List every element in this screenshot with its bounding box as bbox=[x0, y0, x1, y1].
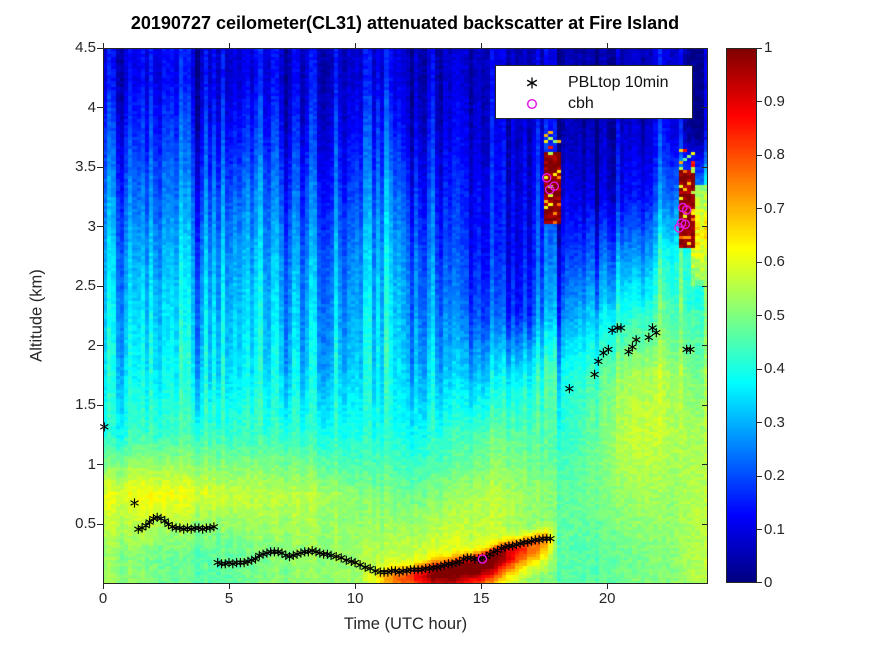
colorbar-tick-label: 0.4 bbox=[764, 360, 785, 377]
x-tick bbox=[606, 584, 608, 589]
y-tick-label: 1.5 bbox=[75, 396, 96, 414]
x-tick bbox=[102, 584, 104, 589]
y-tick bbox=[702, 285, 708, 287]
legend: PBLtop 10min cbh bbox=[495, 65, 693, 119]
x-tick bbox=[228, 43, 230, 48]
y-tick bbox=[97, 285, 103, 287]
colorbar-tick-label: 0.6 bbox=[764, 253, 785, 270]
x-tick-label: 15 bbox=[472, 590, 490, 607]
colorbar-tick-label: 0.9 bbox=[764, 92, 785, 110]
colorbar-tick-label: 0.3 bbox=[764, 413, 785, 431]
y-tick bbox=[97, 47, 103, 49]
y-tick bbox=[702, 523, 708, 525]
x-tick-label: 5 bbox=[224, 590, 234, 607]
asterisk-marker-icon bbox=[496, 75, 568, 91]
colorbar-tick-label: 0.7 bbox=[764, 199, 785, 217]
legend-entry: PBLtop 10min bbox=[496, 72, 692, 93]
legend-entry: cbh bbox=[496, 93, 692, 114]
chart-title: 20190727 ceilometer(CL31) attenuated bac… bbox=[130, 13, 680, 33]
y-tick-label: 0.5 bbox=[75, 515, 96, 533]
y-tick-label: 2 bbox=[87, 336, 96, 354]
colorbar-tick bbox=[757, 101, 762, 102]
colorbar-tick bbox=[757, 529, 762, 530]
y-tick bbox=[702, 226, 708, 228]
colorbar-tick bbox=[757, 315, 762, 316]
y-tick bbox=[97, 166, 103, 168]
y-tick-label: 3 bbox=[87, 217, 96, 235]
x-axis-label: Time (UTC hour) bbox=[343, 615, 468, 633]
circle-marker-icon bbox=[496, 96, 568, 112]
y-tick-label: 4 bbox=[87, 98, 96, 116]
colorbar-tick bbox=[757, 261, 762, 263]
y-tick bbox=[97, 226, 103, 228]
y-tick bbox=[702, 166, 708, 168]
colorbar-tick-label: 0.5 bbox=[764, 306, 785, 324]
legend-entry-label: PBLtop 10min bbox=[568, 73, 669, 91]
y-tick bbox=[97, 464, 103, 466]
colorbar-tick-label: 0.2 bbox=[764, 467, 785, 484]
y-tick bbox=[702, 47, 708, 49]
heatmap-canvas bbox=[103, 48, 708, 584]
x-tick-label: 0 bbox=[98, 590, 108, 607]
colorbar-canvas bbox=[726, 48, 757, 583]
y-axis-label: Altitude (km) bbox=[27, 269, 46, 362]
pbl-top-markers bbox=[100, 323, 695, 577]
y-tick-label: 3.5 bbox=[75, 158, 96, 176]
y-tick-label: 1 bbox=[87, 455, 96, 473]
colorbar-tick-label: 1 bbox=[764, 39, 773, 56]
colorbar-tick bbox=[757, 154, 762, 156]
colorbar-tick bbox=[757, 368, 762, 370]
x-tick bbox=[228, 584, 230, 589]
x-tick bbox=[102, 43, 104, 48]
colorbar-tick-label: 0.1 bbox=[764, 520, 785, 538]
x-tick bbox=[354, 584, 356, 589]
cbh-markers bbox=[477, 173, 692, 564]
markers-overlay bbox=[100, 173, 695, 577]
x-tick-label: 10 bbox=[346, 590, 364, 607]
colorbar-tick-label: 0 bbox=[764, 574, 773, 591]
x-tick bbox=[606, 43, 608, 48]
x-tick bbox=[480, 43, 482, 48]
colorbar-tick bbox=[757, 47, 762, 49]
x-tick bbox=[354, 43, 356, 48]
colorbar-tick-label: 0.8 bbox=[764, 146, 785, 163]
y-tick bbox=[702, 464, 708, 466]
legend-entry-label: cbh bbox=[568, 94, 594, 112]
y-tick-label: 2.5 bbox=[75, 277, 96, 295]
y-tick bbox=[702, 345, 708, 347]
colorbar-tick bbox=[757, 422, 762, 423]
colorbar-tick bbox=[757, 581, 762, 583]
y-tick bbox=[97, 404, 103, 406]
y-tick bbox=[97, 523, 103, 525]
x-tick-label: 20 bbox=[598, 590, 616, 607]
x-tick bbox=[480, 584, 482, 589]
y-tick bbox=[702, 404, 708, 406]
y-tick bbox=[97, 345, 103, 347]
y-tick bbox=[702, 107, 708, 109]
colorbar-tick bbox=[757, 475, 762, 477]
y-tick bbox=[97, 107, 103, 109]
y-tick-label: 4.5 bbox=[75, 39, 96, 56]
colorbar-tick bbox=[757, 208, 762, 209]
